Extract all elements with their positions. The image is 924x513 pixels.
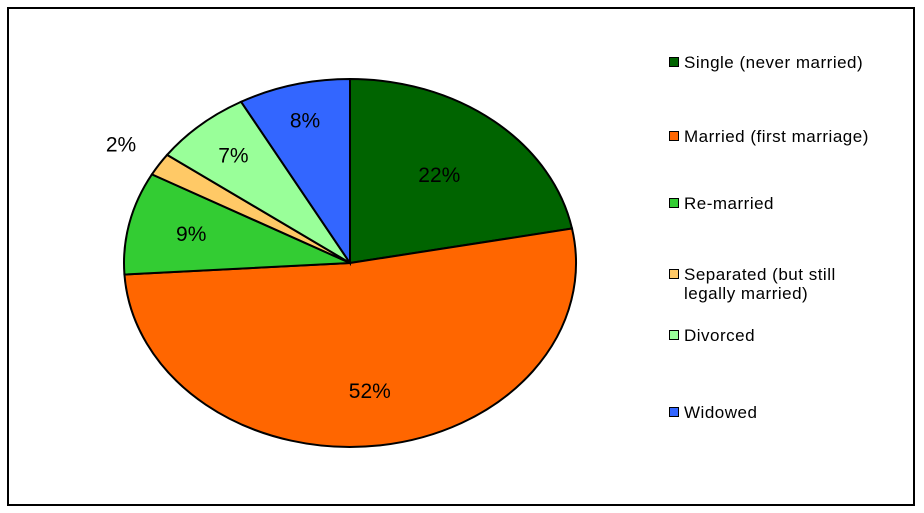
legend-label-separated: Separated (but still legally married) (684, 265, 836, 303)
legend-label-married: Married (first marriage) (684, 127, 869, 146)
pie-label-single: 22% (418, 164, 460, 187)
legend-item-separated: Separated (but still legally married) (669, 265, 859, 303)
pie-label-widowed: 8% (290, 109, 320, 132)
legend-swatch-single (669, 57, 679, 67)
pie-slice-remarried (123, 173, 351, 276)
legend-swatch-remarried (669, 198, 679, 208)
legend-swatch-widowed (669, 407, 679, 417)
chart-frame: 22% 52% 9% 2% 7% 8% Single (never married) Ma… (7, 7, 915, 506)
legend-swatch-divorced (669, 330, 679, 340)
legend-label-single: Single (never married) (684, 53, 864, 72)
legend-item-widowed: Widowed (669, 403, 874, 422)
pie-slice-widowed (239, 77, 351, 267)
legend-label-remarried: Re-married (684, 194, 775, 213)
legend-item-married: Married (first marriage) (669, 127, 874, 146)
legend-item-remarried: Re-married (669, 194, 874, 213)
legend-swatch-separated (669, 269, 679, 279)
pie-slice-single (349, 77, 574, 265)
pie-label-married: 52% (349, 380, 391, 403)
legend-swatch-married (669, 131, 679, 141)
pie-chart: 22% 52% 9% 2% 7% 8% (106, 77, 577, 448)
pie-label-separated: 2% (106, 134, 136, 157)
pie-label-remarried: 9% (176, 223, 206, 246)
pie-slice-married (123, 227, 577, 448)
legend-item-single: Single (never married) (669, 53, 874, 72)
legend-label-divorced: Divorced (684, 326, 756, 345)
legend-item-divorced: Divorced (669, 326, 874, 345)
legend-label-widowed: Widowed (684, 403, 758, 422)
pie-label-divorced: 7% (218, 144, 248, 167)
